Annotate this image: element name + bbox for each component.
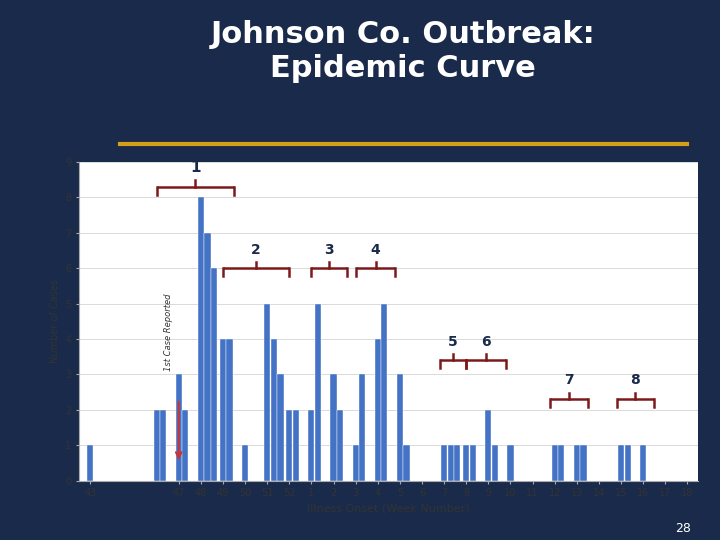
Text: 2: 2 xyxy=(251,242,261,256)
Bar xyxy=(640,445,647,481)
Bar xyxy=(618,445,624,481)
X-axis label: Illness Onset (Week Number): Illness Onset (Week Number) xyxy=(307,504,470,514)
Bar xyxy=(558,445,564,481)
Text: Johnson Co. Outbreak:
Epidemic Curve: Johnson Co. Outbreak: Epidemic Curve xyxy=(211,20,595,83)
Bar xyxy=(176,374,182,481)
Bar xyxy=(337,410,343,481)
Bar xyxy=(397,374,403,481)
Bar xyxy=(469,445,476,481)
Bar xyxy=(382,303,387,481)
Bar xyxy=(463,445,469,481)
Bar xyxy=(353,445,359,481)
Bar xyxy=(242,445,248,481)
Text: 28: 28 xyxy=(675,522,691,535)
Bar xyxy=(403,445,410,481)
Bar xyxy=(359,374,365,481)
Bar xyxy=(277,374,284,481)
Text: 4: 4 xyxy=(371,242,380,256)
Bar xyxy=(552,445,558,481)
Bar xyxy=(160,410,166,481)
Bar xyxy=(211,268,217,481)
Bar xyxy=(271,339,277,481)
Bar xyxy=(308,410,315,481)
Bar xyxy=(293,410,299,481)
Y-axis label: Number of Cases: Number of Cases xyxy=(50,279,60,363)
Text: 3: 3 xyxy=(324,242,334,256)
Bar xyxy=(454,445,461,481)
Text: 1st Case Reported: 1st Case Reported xyxy=(164,293,174,370)
Bar xyxy=(574,445,580,481)
Bar xyxy=(264,303,270,481)
Bar xyxy=(182,410,189,481)
Bar xyxy=(204,233,210,481)
Bar xyxy=(448,445,454,481)
Bar xyxy=(508,445,513,481)
Bar xyxy=(315,303,321,481)
Bar xyxy=(492,445,498,481)
Bar xyxy=(87,445,94,481)
Bar xyxy=(286,410,292,481)
Bar xyxy=(580,445,587,481)
Bar xyxy=(330,374,337,481)
Text: 8: 8 xyxy=(631,374,640,388)
Bar xyxy=(374,339,381,481)
Text: 6: 6 xyxy=(481,335,491,348)
Bar xyxy=(198,198,204,481)
Bar xyxy=(441,445,447,481)
Text: 1: 1 xyxy=(190,160,201,175)
Bar xyxy=(220,339,226,481)
Text: 7: 7 xyxy=(564,374,574,388)
Bar xyxy=(485,410,492,481)
Bar xyxy=(624,445,631,481)
Bar xyxy=(153,410,160,481)
Bar xyxy=(227,339,233,481)
Text: 5: 5 xyxy=(448,335,458,348)
